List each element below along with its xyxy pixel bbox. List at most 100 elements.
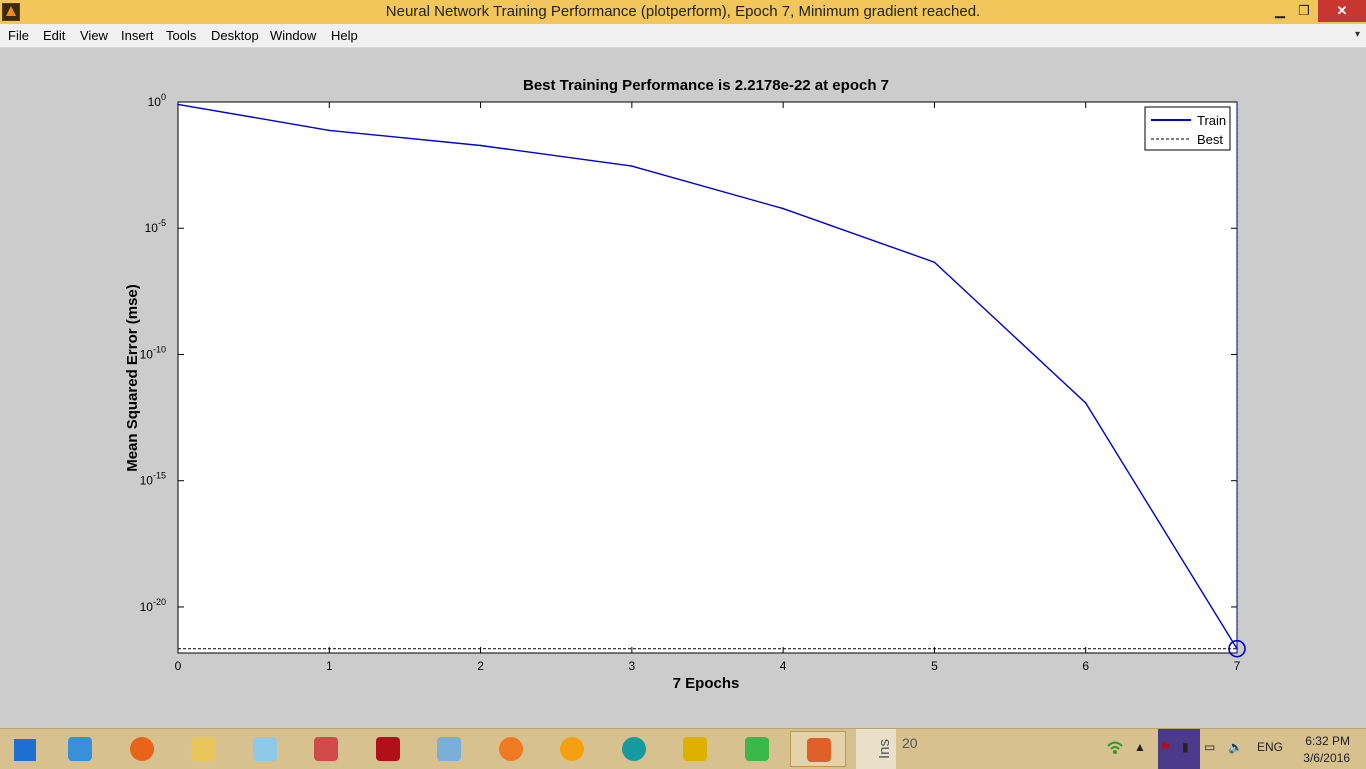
chart-legend: Train Best [1144, 106, 1231, 151]
start-button [14, 739, 36, 761]
menu-overflow-arrow-icon[interactable]: ▾ [1354, 29, 1360, 40]
y-tick-label: 10-20 [140, 597, 166, 614]
menu-view[interactable]: View [80, 28, 108, 43]
restore-button[interactable]: ❐ [1298, 3, 1310, 18]
y-tick-exponent: -20 [153, 597, 166, 607]
title-bar: Neural Network Training Performance (plo… [0, 0, 1366, 24]
taskbar-start-button[interactable] [0, 731, 56, 767]
taskbar-wifi-hotspot[interactable] [729, 731, 785, 767]
x-tick-label: 5 [931, 659, 938, 673]
train-data-point [1084, 402, 1087, 404]
taskbar-sticky-notes[interactable] [237, 731, 293, 767]
legend-train-label: Train [1197, 113, 1226, 128]
chart-title: Best Training Performance is 2.2178e-22 … [523, 77, 889, 94]
y-tick-label: 10-10 [140, 344, 166, 361]
volume-icon[interactable]: 🔈 [1228, 740, 1243, 754]
flag-alert-icon[interactable]: ⚑ [1160, 740, 1171, 754]
display-icon[interactable]: ▭ [1204, 740, 1216, 754]
clock-date[interactable]: 3/6/2016 [1303, 751, 1350, 765]
y-tick-exponent: -10 [153, 344, 166, 354]
train-data-point [1236, 647, 1238, 650]
menu-tools[interactable]: Tools [166, 28, 197, 43]
taskbar-banglalion[interactable] [667, 731, 723, 767]
taskbar-media-player[interactable] [544, 731, 600, 767]
legend-best-label: Best [1197, 132, 1223, 147]
show-hidden-icons-icon[interactable]: ▲ [1134, 740, 1146, 754]
clock-time[interactable]: 6:32 PM [1305, 734, 1350, 748]
train-data-point [328, 129, 331, 132]
train-data-point [479, 144, 482, 147]
taskbar-arduino[interactable] [606, 731, 662, 767]
search-app-icon [68, 737, 92, 761]
taskbar-file-explorer[interactable] [175, 731, 231, 767]
x-tick-label: 4 [780, 659, 787, 673]
y-tick-base: 10 [145, 221, 159, 235]
window-title: Neural Network Training Performance (plo… [385, 3, 981, 20]
plot-area [177, 101, 1238, 654]
menu-insert[interactable]: Insert [121, 28, 154, 43]
x-tick-label: 3 [629, 659, 636, 673]
train-data-point [782, 207, 784, 210]
best-marker [1228, 639, 1246, 658]
wifi-hotspot-icon [744, 737, 769, 761]
x-axis-label: 7 Epochs [673, 675, 740, 692]
partial-value: 20 [902, 735, 918, 751]
x-tick-label: 1 [326, 659, 333, 673]
network-icon[interactable] [1106, 738, 1124, 761]
train-data-point [177, 103, 179, 106]
train-series-line [177, 103, 1238, 650]
y-tick-base: 10 [148, 95, 162, 109]
performance-chart: Best Training Performance is 2.2178e-22 … [124, 77, 1246, 692]
minimize-button[interactable]: ▁ [1275, 3, 1285, 18]
snipping-tool-icon [314, 737, 338, 761]
y-tick-base: 10 [140, 600, 154, 614]
y-tick-base: 10 [140, 347, 154, 361]
train-data-point [631, 165, 633, 167]
tray-highlight [1158, 729, 1200, 769]
file-explorer-icon [191, 737, 215, 761]
menu-bar: File Edit View Insert Tools Desktop Wind… [0, 24, 1366, 48]
menu-edit[interactable]: Edit [43, 28, 66, 43]
x-tick-label: 7 [1234, 659, 1241, 673]
ins-label: Ins [876, 738, 893, 759]
x-tick-label: 2 [477, 659, 484, 673]
battery-icon[interactable]: ▮ [1182, 740, 1189, 754]
sticky-notes-icon [252, 737, 277, 761]
menu-window[interactable]: Window [270, 28, 317, 43]
y-tick-base: 10 [140, 474, 154, 488]
x-tick-label: 6 [1082, 659, 1089, 673]
menu-file[interactable]: File [8, 28, 29, 43]
ins-panel: Ins [856, 729, 896, 769]
x-tick-label: 0 [175, 659, 182, 673]
taskbar-pdf-reader[interactable] [360, 731, 416, 767]
arduino-icon [621, 737, 646, 761]
matlab-app-icon[interactable] [2, 3, 20, 21]
taskbar-matlab[interactable] [790, 731, 846, 767]
taskbar-snipping-tool[interactable] [298, 731, 354, 767]
banglalion-icon [683, 737, 707, 761]
menu-desktop[interactable]: Desktop [211, 28, 259, 43]
firefox-icon [129, 737, 154, 761]
figure-area: Best Training Performance is 2.2178e-22 … [0, 48, 1366, 728]
train-data-point [933, 261, 936, 264]
y-tick-exponent: -5 [158, 218, 166, 228]
taskbar-uc-browser[interactable] [483, 731, 539, 767]
uc-browser-icon [498, 737, 523, 761]
taskbar: Ins 20 [0, 728, 1366, 769]
y-tick-label: 10-5 [145, 218, 166, 235]
taskbar-search-app[interactable] [52, 731, 108, 767]
y-tick-label: 100 [148, 92, 166, 109]
close-button[interactable]: ✕ [1318, 0, 1366, 22]
matlab-icon [807, 738, 831, 762]
taskbar-notepad[interactable] [421, 731, 477, 767]
media-player-icon [560, 737, 584, 761]
y-axis-label: Mean Squared Error (mse) [124, 284, 141, 472]
y-tick-exponent: -15 [153, 471, 166, 481]
menu-help[interactable]: Help [331, 28, 358, 43]
language-indicator[interactable]: ENG [1257, 740, 1284, 754]
taskbar-firefox[interactable] [114, 731, 170, 767]
pdf-reader-icon [375, 737, 400, 761]
y-tick-label: 10-15 [140, 471, 166, 488]
notepad-icon [437, 737, 461, 761]
y-tick-exponent: 0 [161, 92, 166, 102]
